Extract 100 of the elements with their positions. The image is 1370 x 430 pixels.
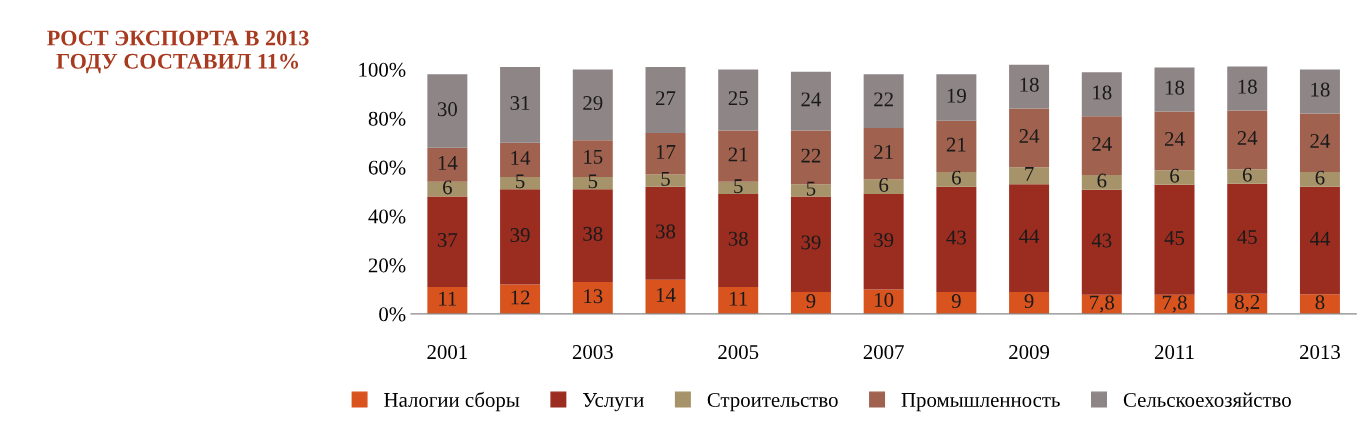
data-label: 8 bbox=[1315, 295, 1325, 310]
y-tick-label: 0% bbox=[379, 307, 406, 322]
bar bbox=[427, 196, 468, 287]
data-label: 14 bbox=[438, 156, 458, 170]
data-label: 39 bbox=[874, 232, 894, 247]
bar bbox=[936, 172, 977, 187]
data-label: 39 bbox=[510, 228, 530, 243]
data-label: 18 bbox=[1020, 77, 1039, 92]
bar bbox=[1081, 175, 1122, 190]
bar bbox=[718, 181, 759, 195]
data-label: 18 bbox=[1311, 82, 1330, 97]
bar bbox=[1299, 69, 1340, 114]
data-label: 5 bbox=[661, 172, 670, 186]
y-tick-label: 40% bbox=[368, 209, 406, 224]
data-label: 24 bbox=[1310, 133, 1331, 148]
bar bbox=[1009, 64, 1050, 109]
data-label: 21 bbox=[874, 144, 893, 159]
bar bbox=[718, 194, 759, 287]
bar bbox=[1009, 184, 1050, 292]
data-label: 6 bbox=[1170, 168, 1180, 183]
data-label: 6 bbox=[952, 170, 961, 185]
data-label: 14 bbox=[656, 288, 676, 302]
bar bbox=[863, 74, 904, 129]
bar bbox=[1227, 169, 1268, 184]
bar bbox=[1154, 184, 1195, 295]
bar bbox=[1227, 183, 1268, 294]
bar bbox=[1299, 294, 1340, 314]
data-label: 21 bbox=[946, 137, 966, 152]
data-label: 5 bbox=[516, 174, 525, 189]
bar bbox=[645, 66, 686, 133]
data-label: 44 bbox=[1019, 229, 1040, 244]
bar bbox=[572, 189, 613, 283]
bar bbox=[1081, 189, 1122, 295]
data-label: 45 bbox=[1164, 231, 1185, 246]
data-label: 10 bbox=[875, 292, 894, 307]
data-label: 9 bbox=[951, 294, 961, 309]
bar bbox=[500, 176, 541, 190]
bar bbox=[427, 147, 468, 182]
bar bbox=[1009, 167, 1050, 185]
bar bbox=[1009, 291, 1050, 314]
data-label: 44 bbox=[1309, 231, 1331, 246]
data-label: 9 bbox=[1024, 294, 1034, 309]
bar bbox=[645, 174, 686, 187]
data-label: 24 bbox=[1092, 136, 1112, 151]
text: РОСТ ЭКСПОРТА В 2013 ГОДУ СОСТАВИЛ 11% bbox=[47, 30, 309, 74]
bar bbox=[500, 284, 541, 314]
y-tick-label: 100% bbox=[359, 62, 406, 77]
data-label: 15 bbox=[584, 149, 603, 164]
data-label: 45 bbox=[1237, 230, 1257, 245]
bar bbox=[1299, 186, 1340, 295]
data-label: 24 bbox=[1165, 132, 1185, 146]
bar bbox=[500, 66, 541, 143]
legend-label: Налогии сборы bbox=[384, 391, 520, 412]
data-label: 11 bbox=[730, 291, 747, 306]
bar bbox=[790, 71, 831, 131]
data-label: 39 bbox=[801, 235, 821, 250]
data-label: 27 bbox=[656, 91, 676, 105]
bar bbox=[790, 196, 831, 292]
data-label: 43 bbox=[946, 230, 966, 245]
data-label: 13 bbox=[584, 289, 603, 304]
bar bbox=[572, 176, 613, 190]
bar bbox=[718, 287, 759, 314]
data-label: 12 bbox=[511, 290, 530, 305]
x-tick-label: 2001 bbox=[427, 345, 467, 360]
data-label: 31 bbox=[510, 96, 530, 111]
bar bbox=[645, 279, 686, 314]
x-tick-label: 2009 bbox=[1009, 345, 1050, 360]
data-label: 43 bbox=[1091, 233, 1112, 248]
data-label: 11 bbox=[439, 291, 457, 306]
bar bbox=[572, 282, 613, 314]
data-label: 24 bbox=[1237, 131, 1258, 145]
data-label: 29 bbox=[583, 96, 603, 111]
bar bbox=[1154, 170, 1195, 185]
data-label: 7,8 bbox=[1090, 295, 1115, 313]
data-label: 6 bbox=[1097, 173, 1107, 188]
bar bbox=[718, 69, 759, 131]
data-label: 6 bbox=[1242, 167, 1252, 182]
data-label: 25 bbox=[728, 91, 748, 106]
data-label: 14 bbox=[511, 151, 531, 165]
data-label: 30 bbox=[437, 102, 457, 117]
data-label: 8,2 bbox=[1235, 295, 1260, 313]
bar bbox=[863, 194, 904, 290]
legend-label: Услуги bbox=[582, 393, 644, 412]
x-tick-label: 2013 bbox=[1300, 345, 1340, 360]
bar bbox=[1227, 66, 1268, 111]
data-label: 38 bbox=[583, 226, 603, 241]
data-label: 5 bbox=[734, 179, 743, 194]
data-label: 24 bbox=[1019, 129, 1040, 143]
bar bbox=[500, 189, 541, 285]
data-label: 5 bbox=[588, 174, 598, 189]
data-label: 18 bbox=[1165, 80, 1185, 95]
x-tick-label: 2011 bbox=[1154, 345, 1194, 360]
data-label: 24 bbox=[801, 92, 822, 107]
y-tick-label: 20% bbox=[368, 258, 406, 273]
bar bbox=[427, 74, 468, 148]
bar bbox=[790, 291, 831, 314]
bar bbox=[1154, 67, 1195, 112]
data-label: 22 bbox=[801, 148, 821, 163]
data-label: 6 bbox=[1315, 170, 1325, 185]
bar bbox=[936, 291, 977, 314]
